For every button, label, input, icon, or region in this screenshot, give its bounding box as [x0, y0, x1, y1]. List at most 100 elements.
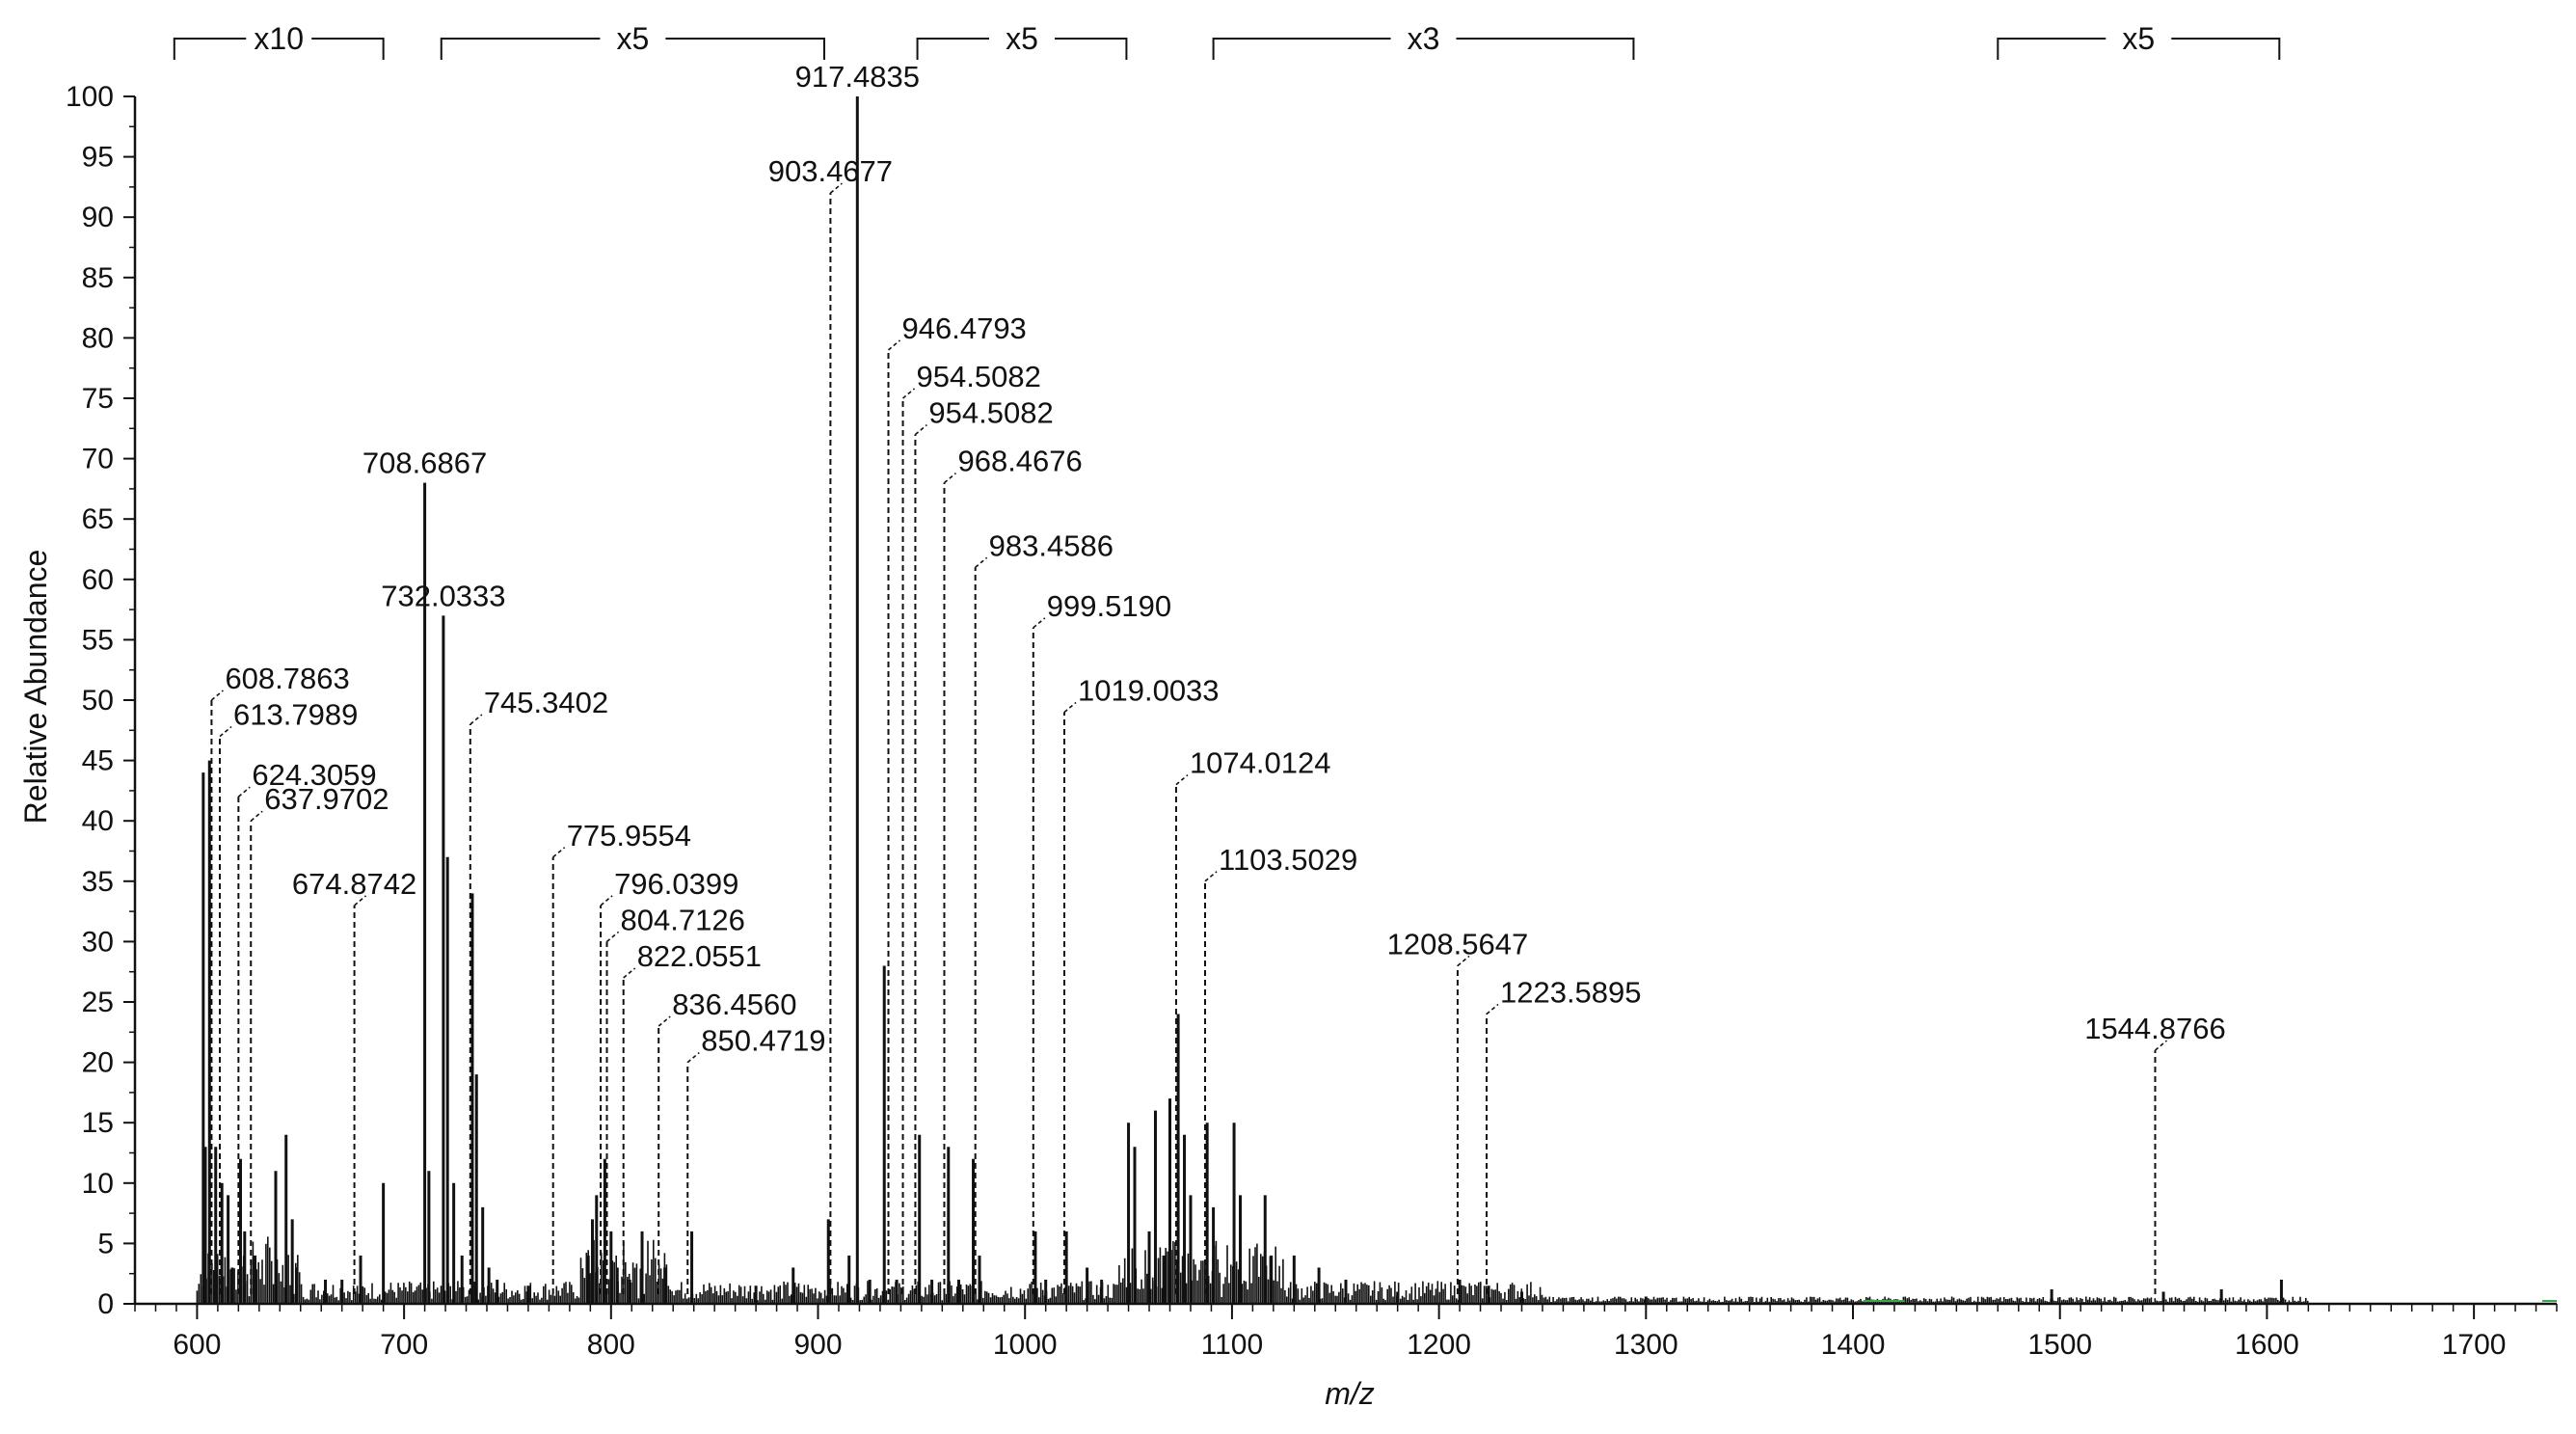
peak-label: 822.0551 [637, 939, 762, 973]
zoom-region: x5 [1997, 21, 2281, 60]
peak-marker [469, 714, 483, 1294]
x-tick-label: 600 [173, 1329, 221, 1361]
peak-label: 708.6867 [362, 446, 487, 480]
y-tick-label: 80 [82, 322, 114, 354]
peak-leader [600, 895, 613, 906]
peak-marker [250, 810, 263, 1294]
y-tick-label: 65 [82, 503, 114, 535]
x-tick-label: 1300 [1614, 1329, 1678, 1361]
peak-leader [686, 1051, 700, 1064]
y-tick-label: 40 [82, 805, 114, 837]
y-tick-label: 60 [82, 564, 114, 596]
peak-label: 999.5190 [1047, 589, 1171, 623]
x-tick-label: 700 [380, 1329, 428, 1361]
peak-marker [605, 931, 620, 1294]
y-tick-label: 25 [82, 987, 114, 1018]
peak-marker [974, 556, 988, 1294]
peak-marker [901, 388, 916, 1294]
y-tick-label: 95 [82, 142, 114, 174]
x-tick-label: 1100 [1201, 1329, 1264, 1361]
peak-label: 796.0399 [614, 867, 738, 901]
peak-label: 775.9554 [567, 819, 691, 852]
zoom-bracket-right [311, 38, 385, 60]
y-tick-label: 30 [82, 926, 114, 958]
peak-leader [1204, 871, 1218, 882]
zoom-bracket-right [2171, 38, 2281, 60]
zoom-factor-label: x10 [254, 21, 304, 56]
zoom-region: x3 [1212, 21, 1635, 60]
peak-marker [219, 725, 232, 1294]
peak-marker [943, 473, 956, 1294]
peak-label: 674.8742 [292, 867, 416, 901]
peak-leader [943, 473, 956, 484]
y-tick-label: 75 [82, 383, 114, 415]
y-tick-label: 50 [82, 685, 114, 717]
peak-marker [1204, 871, 1218, 1294]
peak-label: 954.5082 [917, 360, 1041, 393]
y-tick-label: 35 [82, 866, 114, 898]
x-tick-label: 1600 [2235, 1329, 2299, 1361]
peak-label: 946.4793 [902, 311, 1027, 345]
peak-marker [686, 1051, 700, 1294]
zoom-markers: x10 x5 x5 x3 x5 [173, 21, 2281, 60]
peak-leader [2154, 1040, 2167, 1051]
peak-label: 608.7863 [225, 662, 349, 695]
peak-leader [1457, 955, 1470, 967]
peak-leader [1063, 701, 1077, 714]
peak-marker [1032, 617, 1046, 1294]
zoom-bracket-right [1054, 38, 1128, 60]
y-tick-label: 90 [82, 202, 114, 233]
x-tick-label: 900 [793, 1329, 842, 1361]
peak-leader [1486, 1003, 1499, 1015]
peak-markers [210, 182, 2167, 1294]
x-tick-label: 800 [587, 1329, 635, 1361]
zoom-bracket-right [1456, 38, 1635, 60]
peak-marker [657, 1015, 671, 1294]
x-tick-label: 1000 [993, 1329, 1058, 1361]
y-tick-label: 45 [82, 745, 114, 777]
peak-label: 1074.0124 [1190, 746, 1331, 780]
peak-marker [622, 967, 636, 1294]
peak-marker [1485, 1003, 1499, 1294]
peak-label: 983.4586 [989, 528, 1114, 562]
zoom-factor-label: x3 [1408, 21, 1440, 56]
peak-marker [914, 423, 927, 1294]
peak-label: 732.0333 [381, 579, 505, 612]
peak-label: 637.9702 [264, 782, 389, 816]
y-tick-label: 20 [82, 1047, 114, 1079]
peak-labels: 917.4835 903.4677 946.4793 954.5082954.5082… [225, 60, 2225, 1058]
peak-leader [237, 786, 251, 798]
y-tick-label: 100 [66, 81, 114, 113]
zoom-factor-label: x5 [616, 21, 649, 56]
y-axis-title: Relative Abundance [18, 550, 53, 825]
zoom-region: x10 [173, 21, 385, 60]
peak-marker [551, 847, 566, 1294]
peak-marker [887, 339, 901, 1294]
peak-label: 850.4719 [701, 1024, 825, 1058]
zoom-factor-label: x5 [1006, 21, 1038, 56]
peak-leader [975, 556, 988, 568]
peak-label: 624.3059 [252, 758, 376, 792]
peak-leader [887, 339, 901, 351]
peak-leader [902, 388, 916, 399]
x-tick-label: 1200 [1407, 1329, 1471, 1361]
peak-marker [2154, 1040, 2167, 1294]
peak-leader [250, 810, 263, 822]
peak-label: 1544.8766 [2084, 1012, 2226, 1045]
zoom-bracket-left [1212, 38, 1391, 60]
peak-marker [1174, 774, 1189, 1294]
y-tick-label: 0 [97, 1288, 114, 1320]
peak-leader [914, 423, 927, 436]
peak-marker [237, 786, 251, 1294]
peak-label: 1208.5647 [1387, 927, 1529, 961]
spectrum-trace [196, 96, 2557, 1304]
peak-label: 745.3402 [484, 686, 608, 719]
peak-leader [623, 967, 636, 979]
zoom-bracket-left [916, 38, 989, 60]
y-tick-label: 10 [82, 1168, 114, 1200]
x-tick-label: 1700 [2442, 1329, 2507, 1361]
axes-layer: 0 5 10 15 20 25 30 35 40 45 50 55 60 65 70 75 80 85 90 95 10… [66, 81, 2558, 1361]
peak-leader [552, 847, 566, 858]
peak-marker [210, 690, 224, 1294]
